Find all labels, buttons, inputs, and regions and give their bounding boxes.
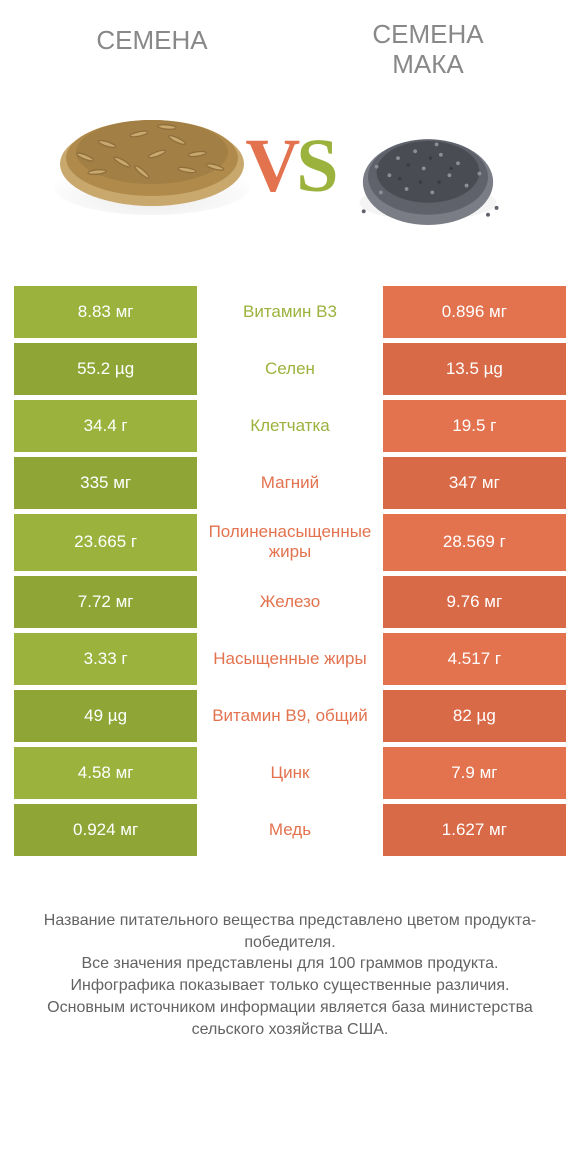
right-value: 19.5 г — [383, 400, 566, 452]
right-title-line1: Семена — [372, 19, 483, 49]
right-value: 9.76 мг — [383, 576, 566, 628]
left-value: 34.4 г — [14, 400, 197, 452]
nutrient-name: Насыщенные жиры — [197, 633, 382, 685]
header: Семена — [14, 26, 566, 266]
nutrient-name: Полиненасыщенные жиры — [197, 514, 382, 571]
table-row: 49 µgВитамин B9, общий82 µg — [14, 690, 566, 742]
nutrient-name: Селен — [197, 343, 382, 395]
left-value: 3.33 г — [14, 633, 197, 685]
nutrient-name: Клетчатка — [197, 400, 382, 452]
nutrient-name: Витамин B3 — [197, 286, 382, 338]
right-value: 347 мг — [383, 457, 566, 509]
left-value: 335 мг — [14, 457, 197, 509]
table-row: 34.4 гКлетчатка19.5 г — [14, 400, 566, 452]
vs-label: VS — [245, 128, 334, 204]
right-title: Семена мака — [372, 20, 483, 80]
vs-v: V — [245, 124, 296, 208]
left-value: 55.2 µg — [14, 343, 197, 395]
nutrient-name: Витамин B9, общий — [197, 690, 382, 742]
table-row: 0.924 мгМедь1.627 мг — [14, 804, 566, 856]
left-value: 4.58 мг — [14, 747, 197, 799]
left-title: Семена — [96, 26, 207, 56]
left-value: 49 µg — [14, 690, 197, 742]
left-value: 8.83 мг — [14, 286, 197, 338]
footer-notes: Название питательного вещества представл… — [14, 910, 566, 1041]
cumin-seeds-illustration — [47, 72, 257, 222]
right-value: 82 µg — [383, 690, 566, 742]
right-value: 1.627 мг — [383, 804, 566, 856]
right-value: 7.9 мг — [383, 747, 566, 799]
footer-line2: Все значения представлены для 100 граммо… — [81, 955, 498, 972]
table-row: 3.33 гНасыщенные жиры4.517 г — [14, 633, 566, 685]
table-row: 335 мгМагний347 мг — [14, 457, 566, 509]
table-row: 4.58 мгЦинк7.9 мг — [14, 747, 566, 799]
footer-line4: Основным источником информации является … — [47, 999, 533, 1038]
right-value: 28.569 г — [383, 514, 566, 571]
table-row: 23.665 гПолиненасыщенные жиры28.569 г — [14, 514, 566, 571]
right-title-line2: мака — [392, 49, 464, 79]
comparison-table: 8.83 мгВитамин B30.896 мг55.2 µgСелен13.… — [14, 286, 566, 856]
right-value: 4.517 г — [383, 633, 566, 685]
table-row: 55.2 µgСелен13.5 µg — [14, 343, 566, 395]
nutrient-name: Магний — [197, 457, 382, 509]
table-row: 7.72 мгЖелезо9.76 мг — [14, 576, 566, 628]
infographic-container: Семена — [0, 0, 580, 1040]
left-value: 0.924 мг — [14, 804, 197, 856]
footer-line1: Название питательного вещества представл… — [44, 912, 536, 951]
right-value: 0.896 мг — [383, 286, 566, 338]
left-value: 23.665 г — [14, 514, 197, 571]
nutrient-name: Цинк — [197, 747, 382, 799]
table-row: 8.83 мгВитамин B30.896 мг — [14, 286, 566, 338]
right-value: 13.5 µg — [383, 343, 566, 395]
vs-s: S — [296, 124, 334, 208]
nutrient-name: Медь — [197, 804, 382, 856]
left-value: 7.72 мг — [14, 576, 197, 628]
nutrient-name: Железо — [197, 576, 382, 628]
poppy-seeds-illustration — [323, 96, 533, 246]
footer-line3: Инфографика показывает только существенн… — [71, 977, 510, 994]
